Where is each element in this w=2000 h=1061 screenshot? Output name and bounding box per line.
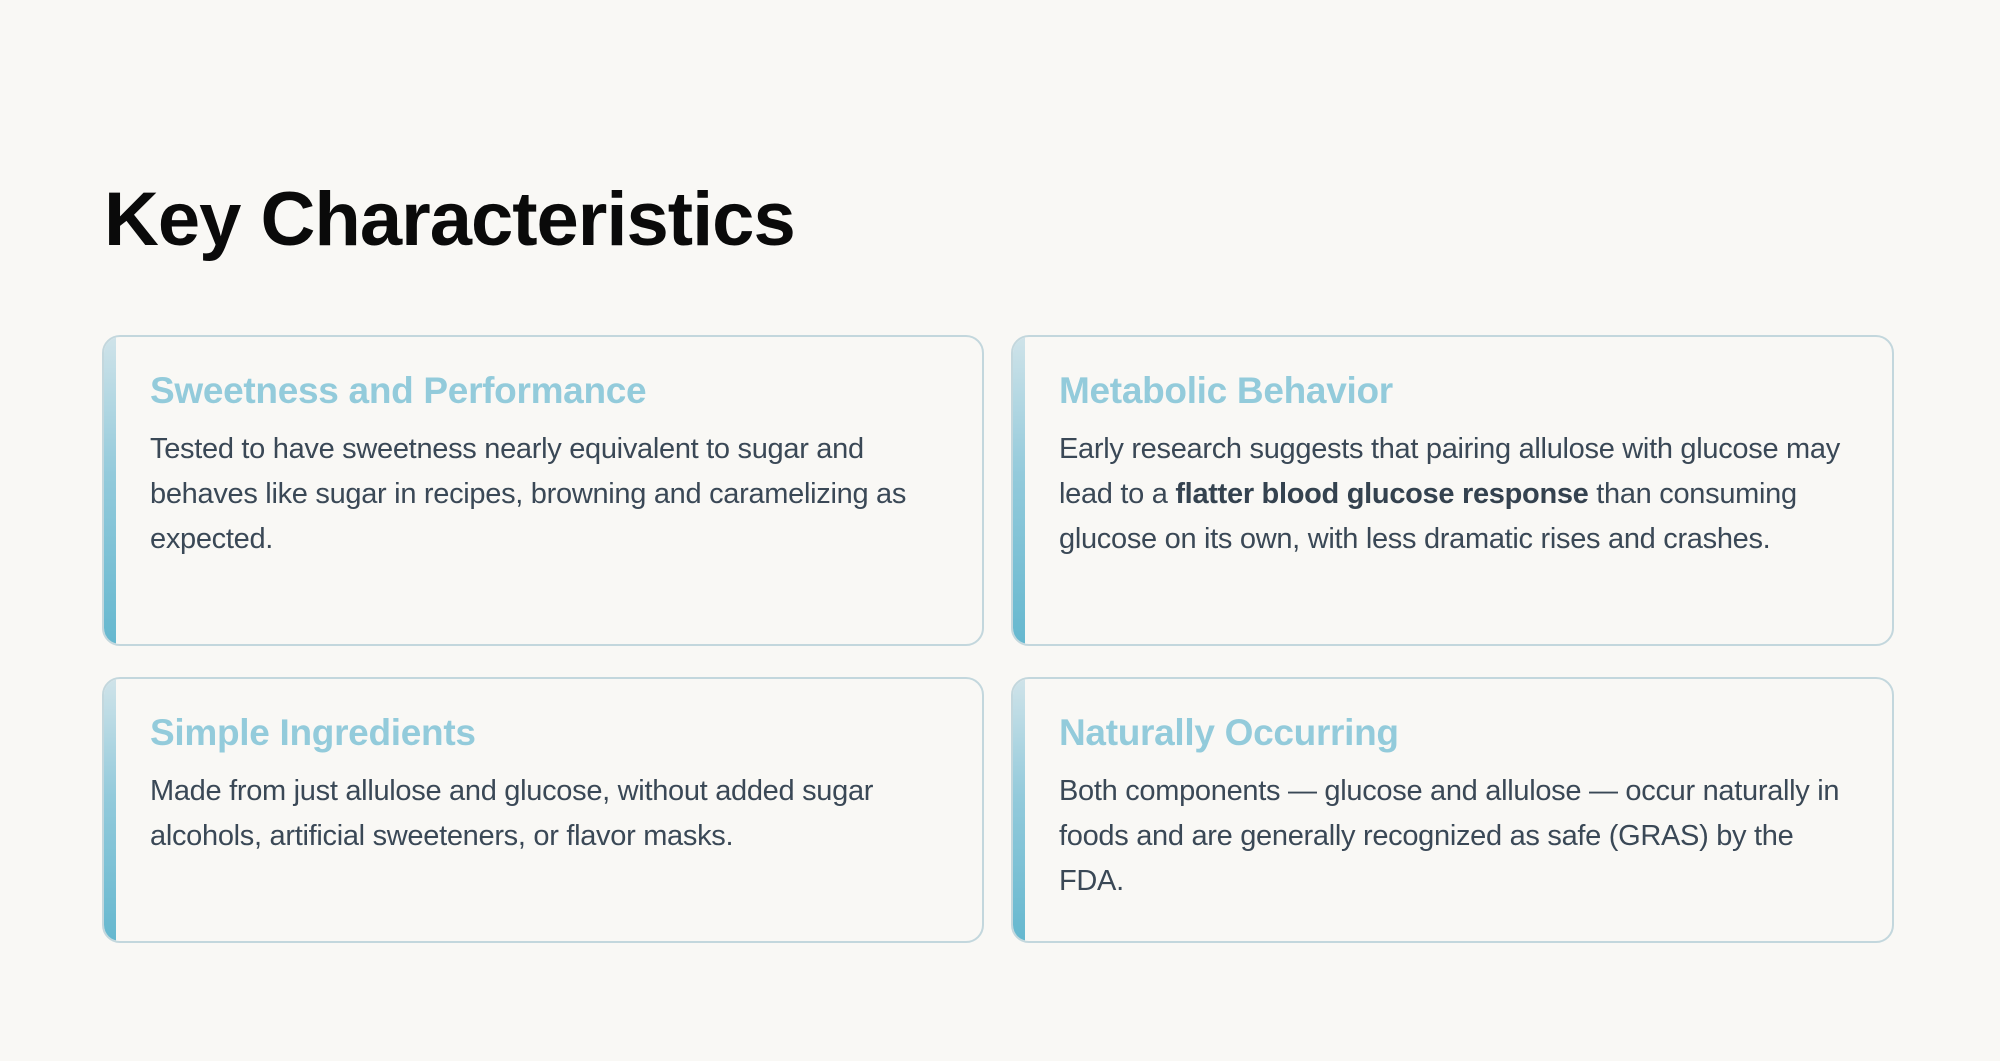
card-title: Naturally Occurring	[1059, 712, 1399, 753]
card-sweetness-and-performance: Sweetness and Performance Tested to have…	[102, 335, 984, 646]
card-title: Metabolic Behavior	[1059, 370, 1393, 411]
card-metabolic-behavior: Metabolic Behavior Early research sugges…	[1011, 335, 1894, 646]
card-body-text: than consuming glucose on its own, with …	[1059, 478, 1797, 556]
card-simple-ingredients: Simple Ingredients Made from just allulo…	[102, 677, 984, 943]
card-title: Sweetness and Performance	[150, 370, 647, 411]
page-title: Key Characteristics	[104, 177, 796, 262]
card-title: Simple Ingredients	[150, 712, 476, 753]
card-body: Early research suggests that pairing all…	[1059, 427, 1852, 562]
card-body: Both components — glucose and allulose —…	[1059, 775, 1840, 898]
card-body-emphasis: flatter blood glucose response	[1175, 478, 1589, 511]
card-naturally-occurring: Naturally Occurring Both components — gl…	[1011, 677, 1894, 943]
card-body-text: Early research suggests that pairing all…	[1059, 433, 1840, 511]
card-body: Tested to have sweetness nearly equivale…	[150, 433, 907, 556]
card-body: Made from just allulose and glucose, wit…	[150, 775, 874, 853]
